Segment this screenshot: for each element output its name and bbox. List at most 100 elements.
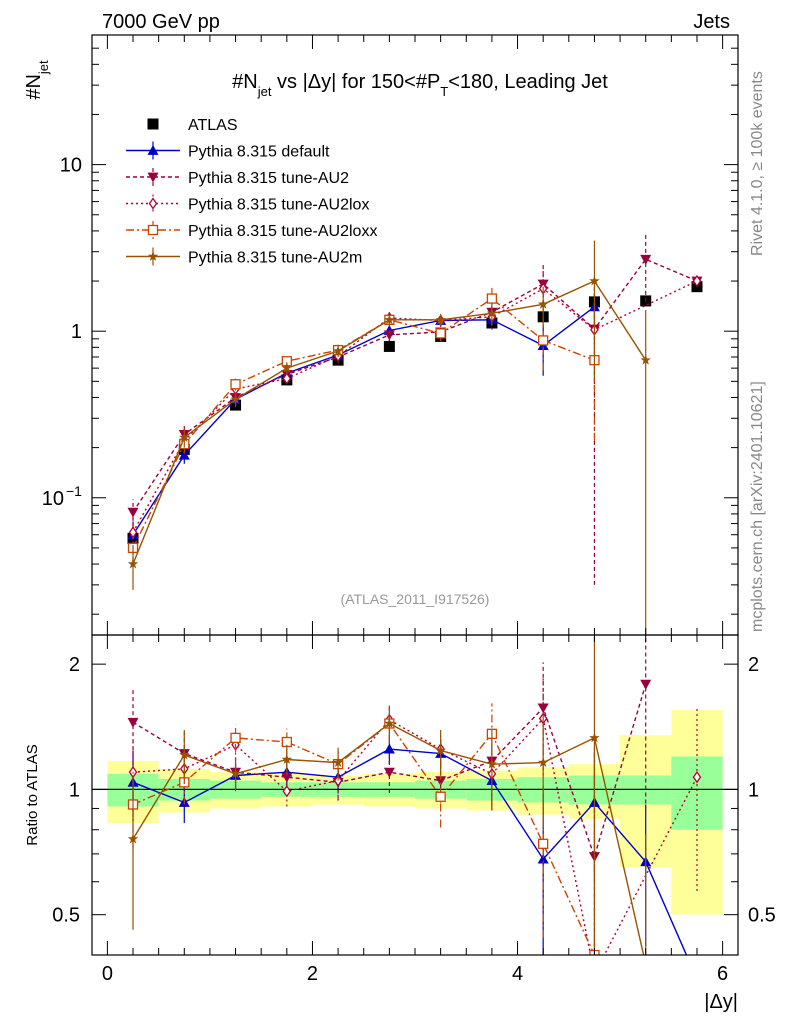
ratio-y-tick-label-right: 1: [748, 779, 759, 801]
data-point: [332, 345, 344, 356]
data-point: [230, 393, 241, 404]
legend-entry-au2: Pythia 8.315 tune-AU2: [126, 168, 349, 187]
data-point: [486, 293, 498, 304]
ratio-point: [589, 732, 600, 743]
ratio-point: [435, 776, 447, 787]
x-tick-label: 0: [102, 963, 113, 985]
ratio-point: [591, 969, 598, 979]
ratio-y-tick-label-right: 0.5: [748, 905, 776, 927]
ratio-point: [435, 745, 446, 755]
data-point: [538, 335, 549, 346]
ratio-panel: 0.5 0.5 1 1 2 2 0 2 4 6 Ratio to ATLAS |Δy|: [24, 634, 776, 1013]
data-point: [383, 340, 395, 352]
legend-label: Pythia 8.315 tune-AU2m: [188, 250, 362, 267]
ratio-series-au2lox: [128, 675, 702, 979]
ratio-point: [640, 679, 652, 690]
x-tick-label: 4: [512, 963, 523, 985]
ratio-point: [281, 772, 293, 783]
data-point: [640, 354, 651, 365]
y-tick-label: 1: [71, 321, 82, 343]
legend-label: Pythia 8.315 tune-AU2: [188, 170, 349, 187]
x-axis-label: |Δy|: [704, 991, 738, 1013]
data-point: [692, 274, 702, 288]
series-line-default: [132, 306, 595, 536]
data-point: [230, 379, 241, 390]
ratio-y-tick-label: 2: [69, 654, 80, 676]
data-point: [282, 372, 292, 385]
series-default: [127, 292, 600, 551]
ratio-line-au2loxx: [132, 722, 596, 955]
data-point: [383, 330, 395, 341]
y-tick-label: 10: [60, 155, 82, 177]
ratio-point: [692, 771, 702, 784]
ratio-point: [384, 718, 395, 728]
data-point: [537, 298, 549, 309]
legend-marker: [147, 224, 159, 236]
main-ylabel: #Njet: [23, 60, 51, 100]
legend-label: ATLAS: [188, 117, 238, 134]
ratio-y-tick-label: 0.5: [52, 905, 80, 927]
ratio-point: [127, 833, 139, 844]
ratio-point: [383, 767, 395, 778]
y-tick-label: 10: [42, 488, 64, 510]
legend-marker: [148, 197, 158, 210]
legend-marker: [147, 172, 159, 183]
uncertainty-band-inner: [671, 756, 723, 830]
ratio-point: [127, 717, 139, 728]
legend-label: Pythia 8.315 tune-AU2lox: [188, 197, 369, 214]
legend-entry-default: Pythia 8.315 default: [126, 141, 330, 161]
ratio-point: [537, 853, 549, 864]
ratio-point: [230, 768, 241, 779]
series-line-au2loxx: [132, 297, 595, 549]
legend-marker: [147, 118, 159, 130]
ratio-point: [537, 703, 549, 714]
legend: ATLAS Pythia 8.315 default Pythia 8.315 tu…: [126, 117, 377, 267]
ratio-point: [332, 757, 344, 767]
series-line-au2: [132, 258, 698, 513]
data-point: [179, 432, 190, 442]
ratio-point: [383, 743, 395, 754]
ratio-point: [230, 732, 241, 744]
data-point: [589, 275, 600, 286]
mcplots-reference-label: mcplots.cern.ch [arXiv:2401.10621]: [749, 381, 766, 632]
legend-marker: [147, 145, 159, 155]
legend-label: Pythia 8.315 tune-AU2loxx: [188, 223, 377, 240]
legend-label: Pythia 8.315 default: [188, 144, 330, 161]
ratio-point: [486, 758, 498, 769]
series-au2m: [127, 240, 651, 635]
ratio-point: [691, 974, 702, 984]
legend-entry-au2lox: Pythia 8.315 tune-AU2lox: [126, 194, 369, 214]
data-point: [281, 362, 293, 373]
legend-entry-au2m: Pythia 8.315 tune-AU2m: [126, 247, 362, 267]
ratio-y-tick-label: 1: [69, 779, 80, 801]
header-left: 7000 GeV pp: [102, 11, 220, 33]
data-point: [127, 558, 139, 569]
ratio-point: [435, 791, 446, 802]
ratio-point: [179, 749, 190, 760]
data-point: [178, 449, 190, 460]
legend-entry-au2loxx: Pythia 8.315 tune-AU2loxx: [126, 221, 377, 240]
ratio-ylabel: Ratio to ATLAS: [24, 744, 41, 845]
data-point: [486, 307, 498, 318]
ratio-line-au2lox: [132, 717, 698, 955]
data-point: [384, 314, 395, 325]
ratio-point: [282, 785, 292, 798]
x-tick-label: 6: [717, 963, 728, 985]
ratio-point: [281, 754, 293, 764]
ratio-point: [641, 959, 651, 969]
legend-entry-atlas: ATLAS: [147, 117, 238, 134]
rivet-version-label: Rivet 4.1.0, ≥ 100k events: [749, 71, 766, 256]
data-point: [435, 328, 446, 339]
ratio-line-default: [132, 748, 688, 955]
ratio-point: [537, 757, 549, 767]
main-title: #Njet vs |Δy| for 150<#PT<180, Leading J…: [232, 71, 608, 99]
data-point: [640, 254, 652, 265]
data-point: [127, 507, 139, 518]
ratio-y-tick-label-right: 2: [748, 654, 759, 676]
data-point: [435, 314, 446, 325]
x-tick-label: 2: [307, 963, 318, 985]
y-tick-exponent: −1: [66, 483, 82, 499]
ratio-series-au2m: [127, 636, 651, 969]
